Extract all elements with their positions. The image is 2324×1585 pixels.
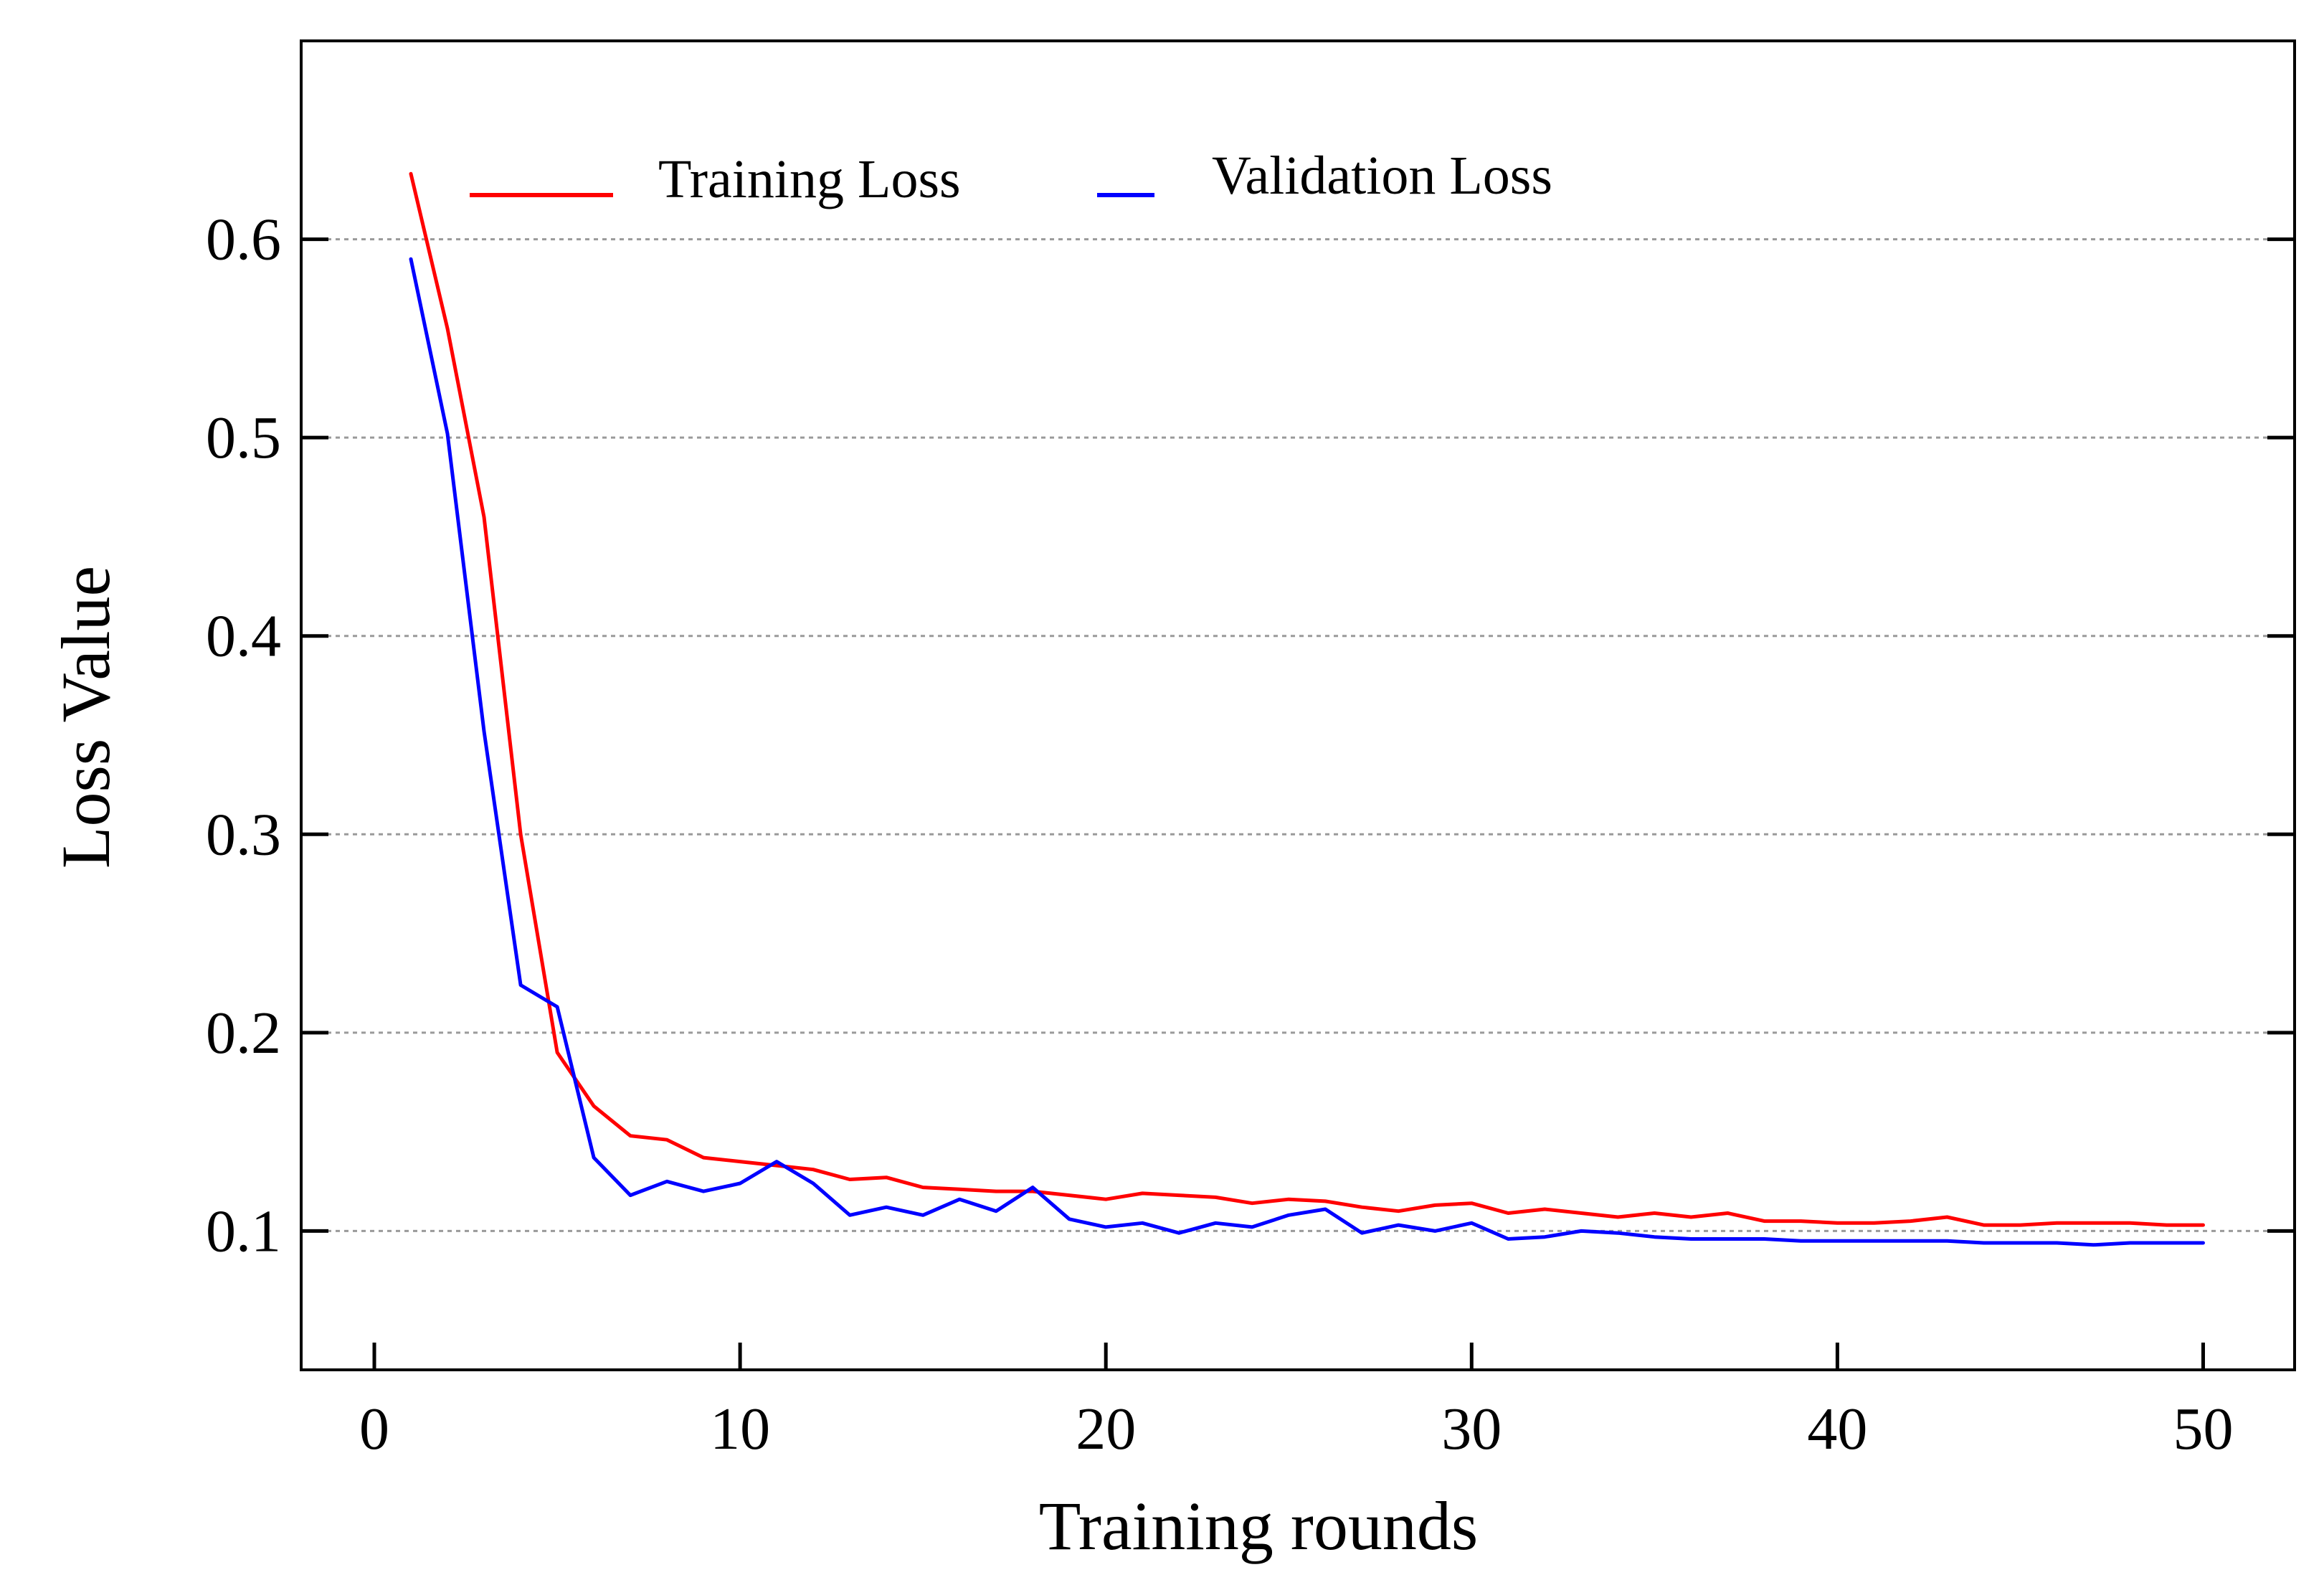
legend-label-training: Training Loss [658, 149, 961, 209]
series-layer [409, 171, 2205, 1247]
x-tick-label: 30 [1441, 1396, 1502, 1462]
y-tick-label: 0.6 [206, 207, 281, 273]
series-line-validation-loss [409, 257, 2205, 1247]
plot-frame [300, 39, 2296, 1371]
x-tick-label: 20 [1076, 1396, 1136, 1462]
y-tick-label: 0.2 [206, 1000, 281, 1066]
y-tick-label: 0.4 [206, 603, 281, 670]
legend-label-validation: Validation Loss [1212, 146, 1552, 206]
x-tick-label: 50 [2173, 1396, 2233, 1462]
y-tick-label: 0.5 [206, 404, 281, 471]
series-line-training-loss [409, 171, 2205, 1227]
legend: Training Loss Validation Loss [470, 146, 1552, 209]
y-axis-title: Loss Value [47, 566, 124, 869]
x-tick-label: 10 [710, 1396, 770, 1462]
y-tick-label: 0.1 [206, 1198, 281, 1264]
tick-layer: 0.1 0.2 0.3 0.4 0.5 0.6 0 10 20 30 40 50 [206, 207, 2295, 1462]
x-tick-label: 40 [1807, 1396, 1867, 1462]
x-axis-title: Training rounds [1039, 1487, 1479, 1564]
x-tick-label: 0 [359, 1396, 389, 1462]
grid-layer [301, 238, 2295, 1232]
y-tick-label: 0.3 [206, 801, 281, 868]
